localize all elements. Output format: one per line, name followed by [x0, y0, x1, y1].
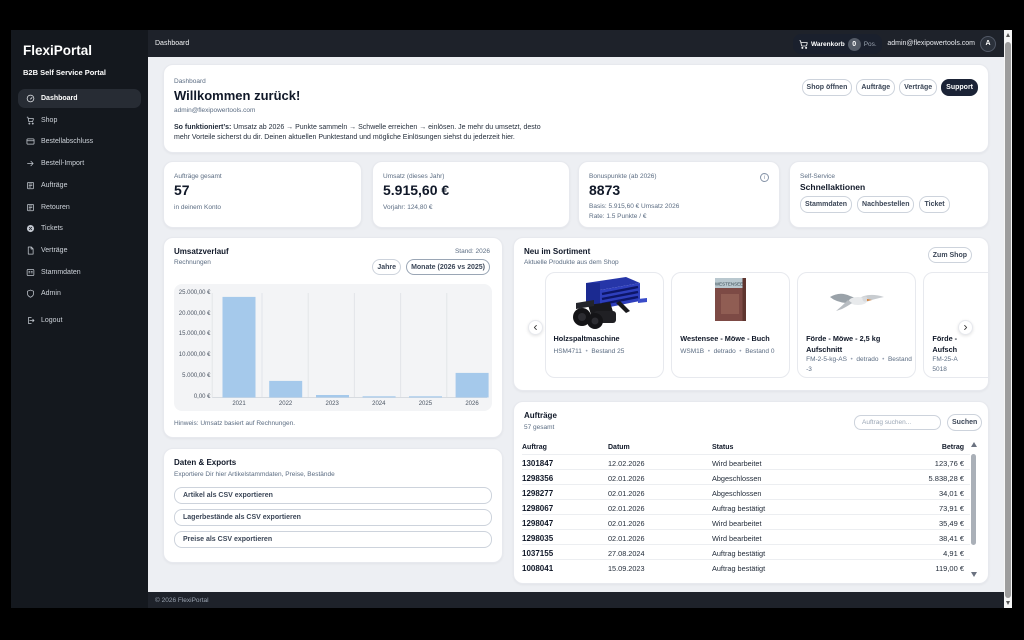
svg-text:WESTENSEE: WESTENSEE	[715, 282, 743, 287]
